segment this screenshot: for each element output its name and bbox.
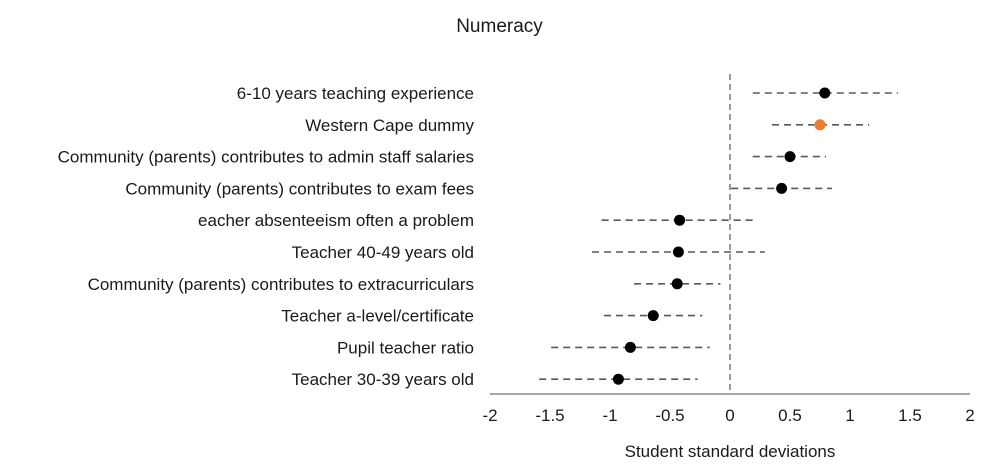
row-label: Western Cape dummy — [305, 116, 474, 135]
row-label: Teacher 30-39 years old — [292, 370, 474, 389]
row-label: Community (parents) contributes to extra… — [88, 275, 474, 294]
point-estimate — [819, 87, 831, 99]
point-estimate — [784, 151, 796, 163]
x-tick-label: 1 — [845, 406, 854, 425]
x-tick-label: 0 — [725, 406, 734, 425]
x-tick-label: 1.5 — [898, 406, 922, 425]
row-label: eacher absenteeism often a problem — [198, 211, 474, 230]
point-estimate — [624, 341, 636, 353]
row-label: Community (parents) contributes to admin… — [58, 148, 474, 167]
row-labels: 6-10 years teaching experience Western Ca… — [58, 84, 475, 389]
x-axis-title: Student standard deviations — [624, 442, 836, 461]
point-estimate — [672, 246, 684, 258]
x-tick-label: -2 — [482, 406, 497, 425]
chart-title: Numeracy — [456, 16, 543, 37]
point-estimates — [612, 87, 831, 385]
x-axis: -2 -1.5 -1 -0.5 0 0.5 1 1.5 2 — [482, 393, 975, 425]
x-tick-label: 0.5 — [778, 406, 802, 425]
x-tick-label: -1 — [602, 406, 617, 425]
point-estimate — [612, 373, 624, 385]
row-label: Community (parents) contributes to exam … — [125, 179, 474, 198]
row-label: Teacher 40-49 years old — [292, 243, 474, 262]
x-tick-label: -0.5 — [655, 406, 684, 425]
row-label: Teacher a-level/certificate — [281, 307, 474, 326]
point-estimate — [647, 310, 659, 322]
confidence-intervals — [539, 92, 898, 381]
row-label: 6-10 years teaching experience — [237, 84, 474, 103]
point-estimate-highlight — [814, 119, 826, 131]
row-label: Pupil teacher ratio — [337, 338, 474, 357]
x-tick-label: -1.5 — [535, 406, 564, 425]
x-tick-label: 2 — [965, 406, 974, 425]
point-estimate — [671, 278, 683, 290]
point-estimate — [776, 182, 788, 194]
point-estimate — [674, 214, 686, 226]
